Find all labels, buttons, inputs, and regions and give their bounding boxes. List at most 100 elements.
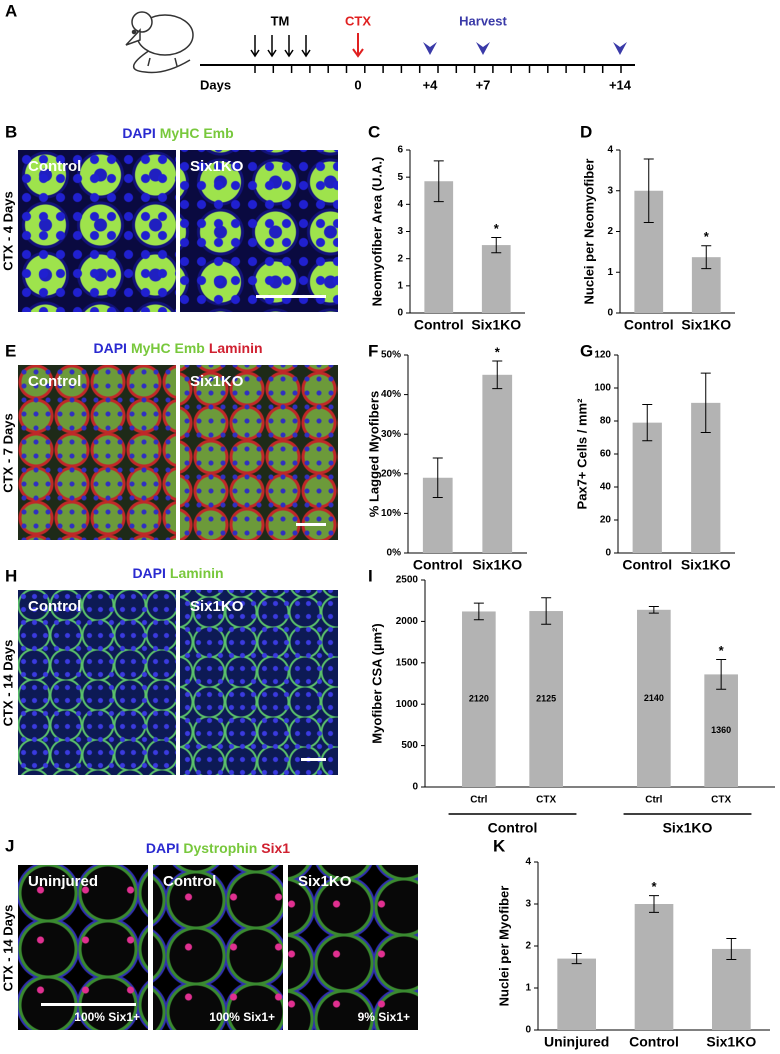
bar (482, 374, 513, 553)
scale-bar (301, 758, 326, 761)
x-tick-label: Six1KO (681, 317, 731, 333)
error-bar (701, 245, 712, 270)
micrograph: Control (18, 150, 176, 312)
x-tick-label: Six1KO (706, 1034, 756, 1050)
panel-letter: K (493, 836, 506, 855)
stain-legend: DAPI Dystrophin Six1 (18, 840, 418, 856)
micrograph-label: Six1KO (190, 158, 244, 175)
micrograph-label: Control (28, 373, 82, 390)
micrograph: Control 100% Six1+ (153, 865, 283, 1030)
y-tick-label: 30% (381, 429, 401, 440)
day-label: 0 (354, 77, 361, 92)
stain-legend: DAPI MyHC Emb Laminin (18, 340, 338, 356)
y-tick-label: 20% (381, 468, 401, 479)
y-tick-label: 50% (381, 350, 401, 361)
x-tick-label: CTX (536, 795, 556, 806)
panel-letter: A (5, 1, 17, 20)
stain-label: DAPI (132, 565, 166, 581)
day-label: +14 (609, 77, 632, 92)
y-axis-label: Myofiber CSA (µm²) (369, 623, 384, 743)
micrograph-label: Control (163, 873, 217, 890)
stain-label: Laminin (169, 565, 224, 581)
stain-label: Six1 (261, 840, 291, 856)
y-tick-label: 2000 (396, 616, 419, 627)
x-tick-label: CTX (711, 795, 731, 806)
bar (424, 181, 454, 313)
stain-label: Laminin (208, 340, 263, 356)
error-bar (571, 953, 582, 965)
micrograph-caption: 100% Six1+ (74, 1010, 140, 1024)
scale-bar (256, 295, 326, 298)
panel-letter: C (368, 122, 380, 141)
stain-label: MyHC Emb (159, 125, 234, 141)
x-tick-label: Six1KO (681, 557, 731, 573)
y-tick-label: 2 (397, 253, 403, 264)
y-axis-label: Nuclei per Neomyofiber (581, 159, 596, 305)
y-axis-label: Neomyofiber Area (U.A.) (369, 157, 384, 307)
stain-label: MyHC Emb (130, 340, 205, 356)
bar (462, 611, 496, 787)
y-tick-label: 4 (525, 857, 531, 868)
side-label: CTX - 14 Days (0, 639, 16, 726)
panel-letter: H (5, 566, 17, 585)
error-bar (642, 404, 653, 442)
stain-label: Dystrophin (183, 840, 258, 856)
y-tick-label: 4 (397, 199, 403, 210)
x-tick-label: Control (414, 317, 464, 333)
stain-legend: DAPI Laminin (18, 565, 338, 581)
bar (637, 609, 671, 787)
significance-mark: * (651, 879, 657, 894)
stain-label: DAPI (122, 125, 156, 141)
y-tick-label: 0% (387, 548, 402, 559)
micrograph-label: Uninjured (28, 873, 98, 890)
error-bar (648, 605, 659, 614)
panel-letter: F (368, 341, 378, 360)
x-tick-label: Uninjured (544, 1034, 609, 1050)
error-bar (491, 236, 502, 254)
micrograph-label: Control (28, 158, 82, 175)
y-axis-label: Nuclei per Myofiber (496, 886, 511, 1007)
y-tick-label: 120 (594, 350, 611, 361)
data-label: 2120 (469, 694, 489, 704)
scale-bar (41, 1003, 136, 1006)
y-tick-label: 500 (401, 740, 418, 751)
significance-mark: * (494, 221, 500, 236)
bar (481, 245, 511, 313)
x-tick-label: Six1KO (471, 317, 521, 333)
data-label: 2140 (644, 693, 664, 703)
y-tick-label: 4 (607, 145, 613, 156)
x-tick-label: Control (413, 557, 463, 573)
significance-mark: * (704, 229, 710, 244)
ctx-label: CTX (345, 13, 371, 28)
error-bar (492, 360, 503, 390)
panel-letter: G (580, 341, 593, 360)
error-bar (643, 158, 654, 224)
y-tick-label: 0 (525, 1025, 531, 1036)
y-tick-label: 5 (397, 172, 403, 183)
error-bar (649, 895, 659, 913)
y-tick-label: 100 (594, 383, 611, 394)
y-axis-label: Pax7+ Cells / mm² (574, 398, 589, 510)
x-tick-label: Control (629, 1034, 679, 1050)
y-tick-label: 20 (600, 515, 612, 526)
y-tick-label: 3 (397, 226, 403, 237)
bar (529, 611, 563, 787)
micrograph: Six1KO (180, 590, 338, 775)
stain-legend: DAPI MyHC Emb (18, 125, 338, 141)
error-bar (433, 160, 444, 203)
x-tick-label: Ctrl (645, 795, 662, 806)
y-tick-label: 0 (607, 308, 613, 319)
bar (557, 958, 596, 1030)
y-tick-label: 80 (600, 416, 612, 427)
y-tick-label: 1 (397, 280, 403, 291)
y-tick-label: 2500 (396, 575, 419, 586)
stain-label: DAPI (93, 340, 127, 356)
y-tick-label: 1 (525, 983, 531, 994)
day-label: +7 (476, 77, 491, 92)
micrograph: Six1KO (180, 365, 338, 540)
panel-letter: B (5, 122, 17, 141)
data-label: 1360 (711, 725, 731, 735)
y-tick-label: 3 (525, 899, 531, 910)
micrograph: Six1KO (180, 150, 338, 312)
